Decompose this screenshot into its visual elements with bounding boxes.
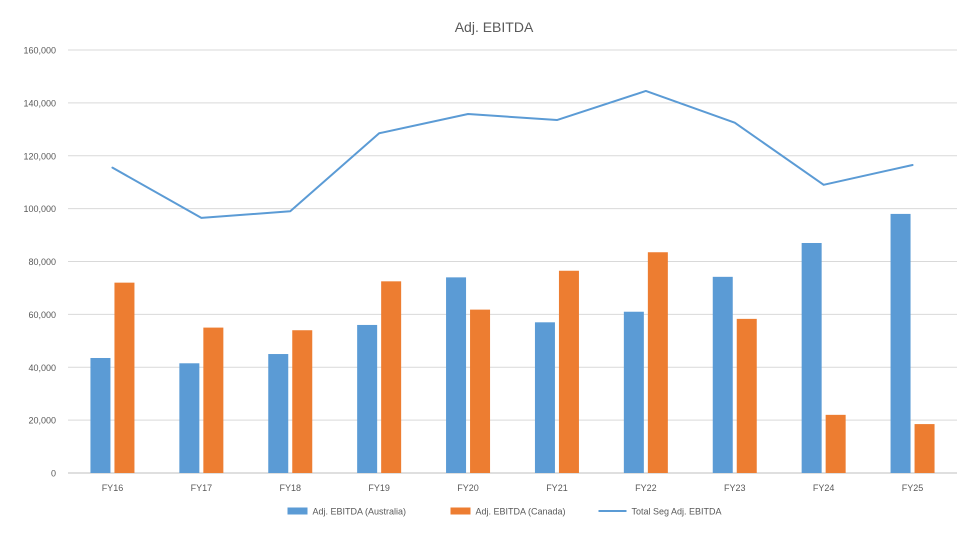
y-axis-tick-labels: 0 20,000 40,000 60,000 80,000 100,000 120,000 1… <box>23 46 56 479</box>
bar-adj-ebitda-canada-fy19 <box>381 281 402 473</box>
x-tick-label: FY24 <box>813 483 835 493</box>
bar-adj-ebitda-canada-fy17 <box>203 327 224 473</box>
x-tick-label: FY25 <box>902 483 924 493</box>
bar-adj-ebitda-australia-fy24 <box>801 242 822 473</box>
y-tick-label: 100,000 <box>23 204 56 214</box>
total-line <box>111 89 914 219</box>
legend-item-total-seg-adj-ebitda: Total Seg Adj. EBITDA <box>598 507 722 517</box>
legend: Adj. EBITDA (Australia) Adj. EBITDA (Cana… <box>287 507 722 517</box>
line-total-seg-adj-ebitda <box>111 89 914 219</box>
bar-adj-ebitda-australia-fy23 <box>712 276 733 473</box>
chart-title: Adj. EBITDA <box>455 19 534 35</box>
bar-adj-ebitda-canada-fy24 <box>825 414 846 473</box>
bar-adj-ebitda-australia-fy21 <box>534 322 555 473</box>
bar-adj-ebitda-canada-fy22 <box>647 252 668 473</box>
bar-adj-ebitda-canada-fy20 <box>470 309 491 473</box>
bar-adj-ebitda-canada-fy25 <box>914 424 935 473</box>
y-tick-label: 0 <box>51 469 56 479</box>
legend-label: Adj. EBITDA (Canada) <box>476 507 566 517</box>
bars <box>90 213 935 473</box>
y-tick-label: 80,000 <box>28 257 56 267</box>
bar-adj-ebitda-australia-fy22 <box>623 311 644 473</box>
legend-swatch <box>287 507 308 515</box>
x-tick-label: FY20 <box>457 483 479 493</box>
bar-adj-ebitda-australia-fy20 <box>446 277 467 473</box>
legend-item-adj-ebitda-canada: Adj. EBITDA (Canada) <box>450 507 566 517</box>
bar-adj-ebitda-australia-fy16 <box>90 357 111 473</box>
x-tick-label: FY17 <box>191 483 213 493</box>
legend-item-adj-ebitda-australia: Adj. EBITDA (Australia) <box>287 507 407 517</box>
legend-label: Adj. EBITDA (Australia) <box>313 507 407 517</box>
y-tick-label: 60,000 <box>28 310 56 320</box>
y-tick-label: 20,000 <box>28 416 56 426</box>
bar-adj-ebitda-australia-fy25 <box>890 213 911 473</box>
bar-adj-ebitda-canada-fy18 <box>292 330 313 473</box>
gridlines <box>68 49 957 474</box>
x-tick-label: FY18 <box>279 483 301 493</box>
bar-adj-ebitda-australia-fy18 <box>268 354 289 473</box>
x-axis-tick-labels: FY16 FY17 FY18 FY19 FY20 FY21 FY22 FY23 FY24 FY25 <box>102 483 924 493</box>
y-tick-label: 140,000 <box>23 98 56 108</box>
bar-adj-ebitda-australia-fy19 <box>357 324 378 473</box>
y-tick-label: 120,000 <box>23 151 56 161</box>
bar-adj-ebitda-canada-fy16 <box>114 282 135 473</box>
legend-swatch <box>450 507 471 515</box>
x-tick-label: FY23 <box>724 483 746 493</box>
y-tick-label: 160,000 <box>23 46 56 56</box>
x-tick-label: FY21 <box>546 483 568 493</box>
x-tick-label: FY19 <box>368 483 390 493</box>
y-tick-label: 40,000 <box>28 363 56 373</box>
bar-adj-ebitda-canada-fy23 <box>736 318 757 473</box>
bar-adj-ebitda-canada-fy21 <box>558 270 579 473</box>
x-tick-label: FY22 <box>635 483 657 493</box>
legend-label: Total Seg Adj. EBITDA <box>632 507 722 517</box>
x-tick-label: FY16 <box>102 483 124 493</box>
bar-adj-ebitda-australia-fy17 <box>179 363 200 473</box>
